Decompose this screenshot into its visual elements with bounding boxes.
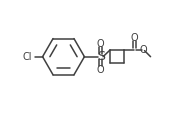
Text: O: O	[131, 33, 138, 43]
Text: S: S	[97, 50, 105, 63]
Text: O: O	[97, 39, 104, 49]
Text: O: O	[139, 45, 147, 55]
Text: Cl: Cl	[23, 52, 32, 62]
Text: O: O	[97, 65, 104, 75]
